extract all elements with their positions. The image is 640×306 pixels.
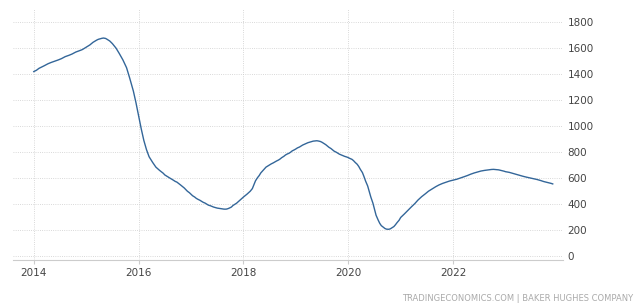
Text: TRADINGECONOMICS.COM | BAKER HUGHES COMPANY: TRADINGECONOMICS.COM | BAKER HUGHES COMP… bbox=[403, 294, 634, 303]
